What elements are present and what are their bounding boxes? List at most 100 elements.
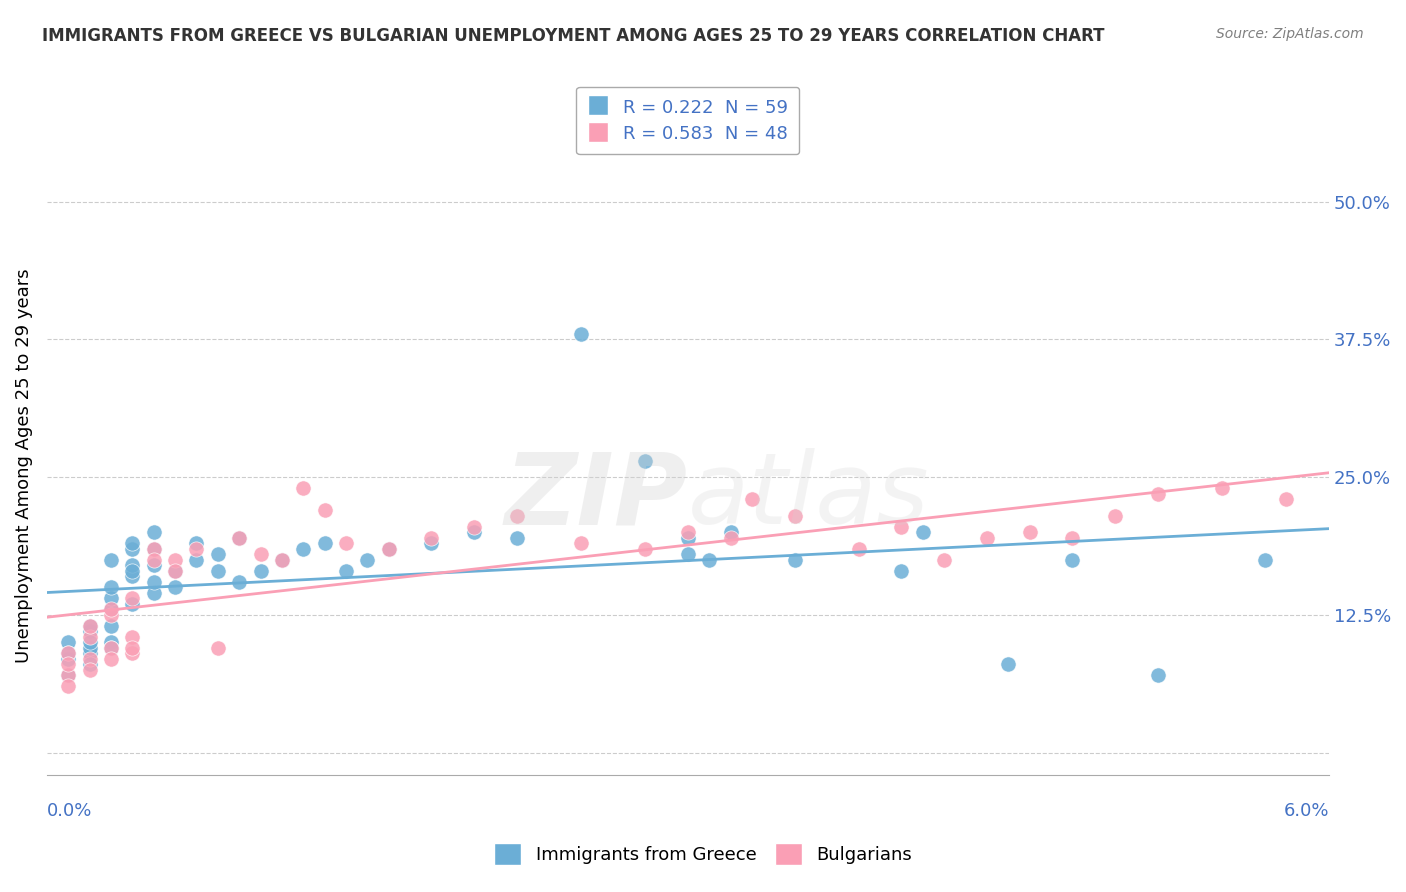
Point [1211, 481, 1233, 495]
Point [720, 525, 742, 540]
Point [420, 536, 443, 550]
Text: 0.0%: 0.0% [46, 802, 93, 821]
Point [100, 607, 122, 622]
Point [569, 536, 592, 550]
Point [100, 602, 122, 616]
Point [142, 586, 165, 600]
Point [79, 624, 101, 639]
Point [506, 508, 529, 523]
Point [121, 640, 143, 655]
Point [634, 541, 657, 556]
Point [142, 525, 165, 540]
Point [720, 531, 742, 545]
Point [100, 652, 122, 666]
Point [121, 630, 143, 644]
Point [121, 564, 143, 578]
Point [58, 657, 80, 672]
Point [228, 531, 250, 545]
Point [335, 564, 357, 578]
Y-axis label: Unemployment Among Ages 25 to 29 years: Unemployment Among Ages 25 to 29 years [15, 268, 32, 664]
Point [58, 668, 80, 682]
Point [207, 547, 229, 561]
Point [314, 503, 336, 517]
Point [142, 541, 165, 556]
Point [890, 564, 912, 578]
Point [506, 531, 529, 545]
Point [142, 558, 165, 573]
Point [1018, 525, 1040, 540]
Point [165, 580, 187, 594]
Point [1147, 668, 1170, 682]
Point [79, 647, 101, 661]
Point [1104, 508, 1126, 523]
Point [100, 580, 122, 594]
Point [697, 553, 720, 567]
Point [463, 519, 485, 533]
Point [634, 453, 657, 467]
Point [100, 553, 122, 567]
Point [100, 635, 122, 649]
Point [121, 597, 143, 611]
Point [911, 525, 934, 540]
Text: Source: ZipAtlas.com: Source: ZipAtlas.com [1216, 27, 1364, 41]
Point [377, 541, 399, 556]
Point [186, 553, 208, 567]
Point [165, 553, 187, 567]
Point [79, 657, 101, 672]
Point [100, 602, 122, 616]
Point [79, 640, 101, 655]
Point [207, 640, 229, 655]
Point [58, 680, 80, 694]
Point [100, 640, 122, 655]
Point [463, 525, 485, 540]
Point [1275, 492, 1298, 507]
Point [79, 630, 101, 644]
Point [79, 619, 101, 633]
Point [420, 531, 443, 545]
Point [1147, 486, 1170, 500]
Point [890, 519, 912, 533]
Point [356, 553, 378, 567]
Point [121, 536, 143, 550]
Point [142, 541, 165, 556]
Point [186, 541, 208, 556]
Point [79, 635, 101, 649]
Point [783, 508, 806, 523]
Legend: R = 0.222  N = 59, R = 0.583  N = 48: R = 0.222 N = 59, R = 0.583 N = 48 [576, 87, 799, 154]
Legend: Immigrants from Greece, Bulgarians: Immigrants from Greece, Bulgarians [485, 834, 921, 874]
Point [1062, 531, 1084, 545]
Point [58, 635, 80, 649]
Point [79, 652, 101, 666]
Point [79, 619, 101, 633]
Point [249, 547, 271, 561]
Point [121, 569, 143, 583]
Point [165, 564, 187, 578]
Point [100, 619, 122, 633]
Text: atlas: atlas [688, 449, 929, 546]
Point [676, 531, 699, 545]
Point [1062, 553, 1084, 567]
Point [934, 553, 956, 567]
Point [335, 536, 357, 550]
Point [228, 574, 250, 589]
Point [165, 564, 187, 578]
Point [100, 591, 122, 606]
Point [997, 657, 1019, 672]
Point [377, 541, 399, 556]
Point [58, 647, 80, 661]
Text: 6.0%: 6.0% [1284, 802, 1329, 821]
Point [58, 652, 80, 666]
Point [676, 525, 699, 540]
Point [314, 536, 336, 550]
Point [121, 541, 143, 556]
Text: IMMIGRANTS FROM GREECE VS BULGARIAN UNEMPLOYMENT AMONG AGES 25 TO 29 YEARS CORRE: IMMIGRANTS FROM GREECE VS BULGARIAN UNEM… [42, 27, 1105, 45]
Point [100, 640, 122, 655]
Point [186, 536, 208, 550]
Point [848, 541, 870, 556]
Point [676, 547, 699, 561]
Point [142, 574, 165, 589]
Point [121, 647, 143, 661]
Point [121, 558, 143, 573]
Point [292, 481, 315, 495]
Point [121, 591, 143, 606]
